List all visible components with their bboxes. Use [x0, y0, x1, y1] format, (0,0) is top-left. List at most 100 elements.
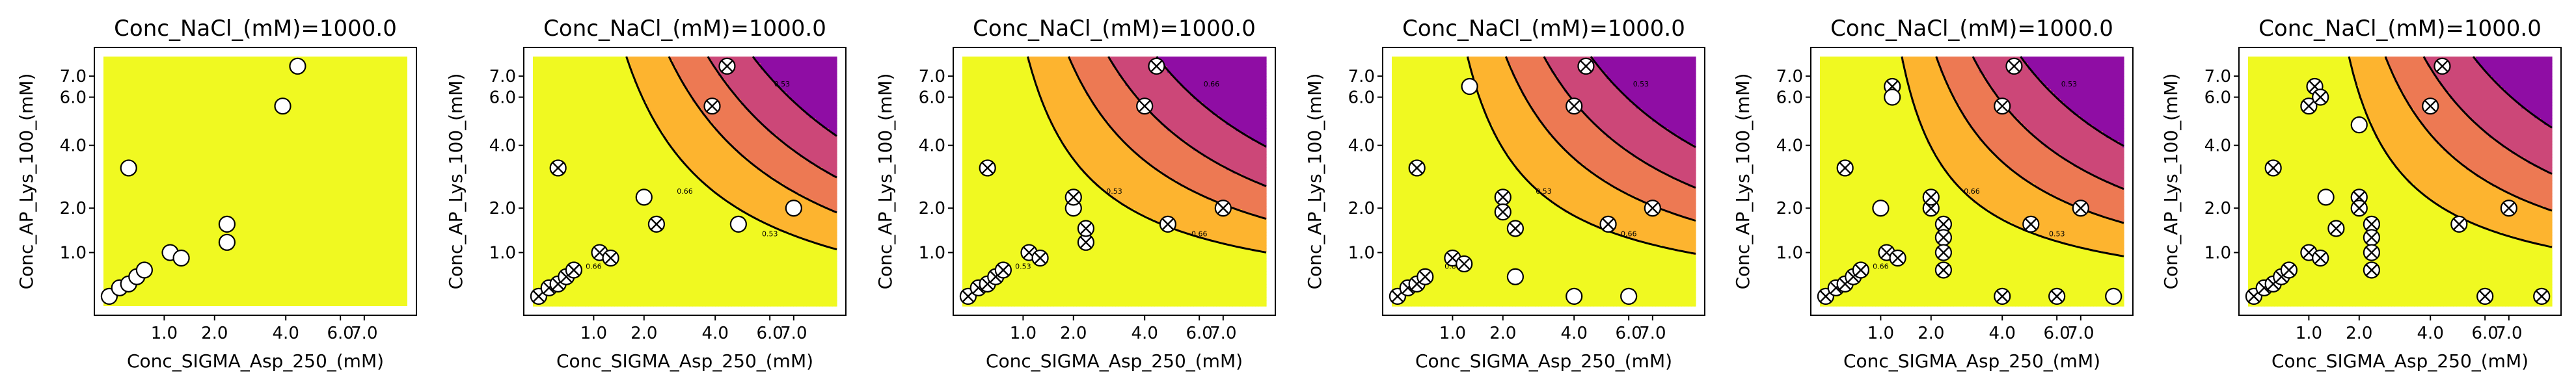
contour-cell	[806, 187, 810, 190]
contour-cell	[744, 196, 748, 200]
contour-cell	[624, 105, 628, 109]
contour-cell	[826, 177, 830, 181]
contour-cell	[660, 125, 664, 129]
contour-cell	[741, 170, 745, 174]
contour-cell	[549, 196, 553, 200]
contour-cell	[757, 115, 761, 119]
contour-cell	[676, 144, 680, 148]
contour-cell	[813, 154, 817, 158]
contour-cell	[731, 118, 735, 122]
contour-cell	[552, 219, 556, 223]
contour-cell	[819, 92, 823, 96]
contour-cell	[617, 105, 621, 109]
contour-cell	[832, 219, 836, 223]
contour-cell	[601, 190, 605, 194]
contour-cell	[569, 131, 573, 135]
contour-cell	[572, 128, 576, 132]
contour-cell	[559, 222, 563, 226]
contour-cell	[569, 196, 573, 200]
contour-cell	[696, 141, 699, 145]
contour-cell	[591, 66, 595, 70]
contour-cell	[689, 83, 693, 86]
contour-cell	[696, 66, 699, 70]
contour-cell	[718, 174, 722, 177]
contour-cell	[614, 57, 618, 60]
contour-cell	[813, 219, 817, 223]
contour-cell	[670, 196, 673, 200]
contour-cell	[790, 164, 794, 168]
contour-cell	[816, 66, 820, 70]
contour-cell	[767, 154, 771, 158]
contour-cell	[608, 57, 612, 60]
contour-cell	[803, 96, 807, 99]
contour-cell	[767, 170, 771, 174]
contour-cell	[536, 154, 540, 158]
contour-cell	[787, 138, 791, 142]
contour-cell	[647, 118, 651, 122]
contour-cell	[709, 92, 712, 96]
contour-cell	[699, 174, 703, 177]
contour-cell	[536, 92, 540, 96]
contour-cell	[692, 112, 696, 116]
contour-cell	[640, 161, 644, 164]
contour-cell	[699, 200, 703, 203]
contour-cell	[705, 151, 709, 155]
contour-cell	[770, 216, 774, 220]
contour-cell	[702, 118, 706, 122]
contour-cell	[630, 92, 634, 96]
contour-cell	[829, 76, 833, 80]
contour-cell	[640, 180, 644, 184]
contour-cell	[796, 89, 800, 93]
contour-cell	[634, 174, 638, 177]
contour-cell	[705, 128, 709, 132]
contour-cell	[770, 92, 774, 96]
contour-cell	[803, 57, 807, 60]
contour-cell	[725, 164, 729, 168]
contour-cell	[702, 177, 706, 181]
contour-cell	[829, 180, 833, 184]
contour-cell	[822, 135, 826, 138]
contour-cell	[578, 70, 582, 73]
contour-cell	[572, 60, 576, 64]
contour-cell	[539, 66, 543, 70]
contour-cell	[813, 177, 817, 181]
contour-cell	[757, 222, 761, 226]
contour-cell	[621, 96, 625, 99]
contour-cell	[650, 183, 654, 187]
contour-cell	[754, 86, 758, 90]
contour-cell	[826, 96, 830, 99]
contour-cell	[692, 86, 696, 90]
contour-cell	[686, 209, 690, 213]
contour-cell	[578, 187, 582, 190]
contour-cell	[575, 196, 579, 200]
contour-cell	[611, 96, 615, 99]
contour-cell	[575, 105, 579, 109]
contour-cell	[787, 222, 791, 226]
contour-cell	[549, 99, 553, 103]
contour-cell	[793, 109, 797, 112]
contour-cell	[790, 66, 794, 70]
contour-cell	[689, 128, 693, 132]
contour-cell	[624, 138, 628, 142]
contour-cell	[595, 57, 599, 60]
contour-cell	[803, 170, 807, 174]
contour-cell	[666, 216, 670, 220]
contour-cell	[614, 187, 618, 190]
contour-cell	[780, 122, 784, 125]
contour-cell	[712, 226, 716, 229]
contour-cell	[748, 89, 752, 93]
contour-cell	[751, 183, 755, 187]
contour-cell	[712, 180, 716, 184]
contour-cell	[647, 154, 651, 158]
contour-cell	[572, 125, 576, 129]
contour-cell	[754, 183, 758, 187]
contour-cell	[767, 83, 771, 86]
contour-cell	[780, 125, 784, 129]
contour-cell	[748, 141, 752, 145]
contour-cell	[546, 174, 550, 177]
contour-cell	[637, 170, 641, 174]
contour-cell	[774, 92, 778, 96]
contour-cell	[829, 125, 833, 129]
contour-cell	[601, 151, 605, 155]
contour-cell	[803, 216, 807, 220]
